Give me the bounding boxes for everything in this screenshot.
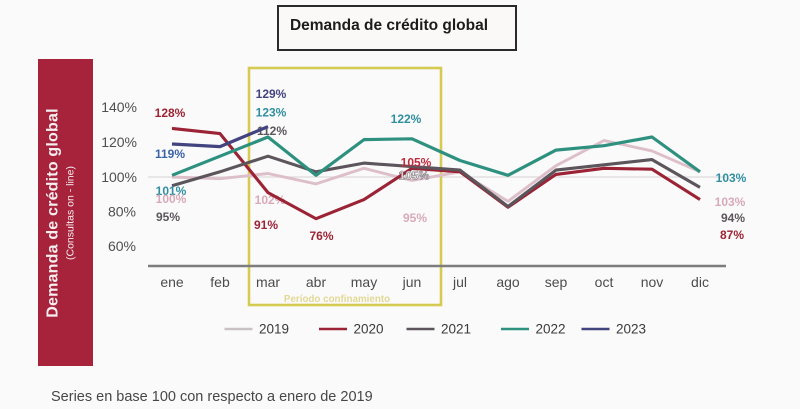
svg-text:103%: 103% xyxy=(715,195,746,209)
svg-text:122%: 122% xyxy=(391,112,422,126)
svg-text:feb: feb xyxy=(210,274,230,290)
svg-text:2022: 2022 xyxy=(536,322,566,337)
svg-text:120%: 120% xyxy=(101,134,137,150)
svg-text:ago: ago xyxy=(496,274,520,290)
svg-text:123%: 123% xyxy=(256,106,287,120)
svg-text:2019: 2019 xyxy=(259,322,289,337)
svg-text:91%: 91% xyxy=(254,218,278,232)
svg-text:76%: 76% xyxy=(309,229,333,243)
svg-text:128%: 128% xyxy=(155,106,186,120)
svg-text:ene: ene xyxy=(160,274,184,290)
svg-text:abr: abr xyxy=(306,274,327,290)
svg-text:100%: 100% xyxy=(156,192,187,206)
svg-text:2021: 2021 xyxy=(441,322,471,337)
svg-text:sep: sep xyxy=(545,274,568,290)
svg-text:80%: 80% xyxy=(108,204,136,220)
svg-text:105%: 105% xyxy=(401,156,432,170)
svg-text:jul: jul xyxy=(452,274,467,290)
svg-text:87%: 87% xyxy=(720,228,744,242)
svg-text:129%: 129% xyxy=(256,87,287,101)
svg-text:60%: 60% xyxy=(108,238,136,254)
svg-text:dic: dic xyxy=(691,274,709,290)
svg-text:101%: 101% xyxy=(156,184,187,198)
svg-text:jun: jun xyxy=(402,274,422,290)
svg-text:Período confinamiento: Período confinamiento xyxy=(284,294,390,305)
svg-text:2020: 2020 xyxy=(354,322,384,337)
svg-text:nov: nov xyxy=(641,274,664,290)
svg-text:95%: 95% xyxy=(156,210,180,224)
svg-text:119%: 119% xyxy=(155,147,185,161)
svg-text:140%: 140% xyxy=(101,99,137,115)
svg-text:100%: 100% xyxy=(101,169,137,185)
svg-text:94%: 94% xyxy=(721,211,745,225)
svg-text:103%: 103% xyxy=(716,171,747,185)
svg-text:mar: mar xyxy=(256,274,280,290)
svg-text:95%: 95% xyxy=(403,211,427,225)
svg-text:may: may xyxy=(351,274,377,290)
svg-text:2023: 2023 xyxy=(616,322,646,337)
svg-text:oct: oct xyxy=(595,274,614,290)
svg-text:105%: 105% xyxy=(399,169,430,183)
